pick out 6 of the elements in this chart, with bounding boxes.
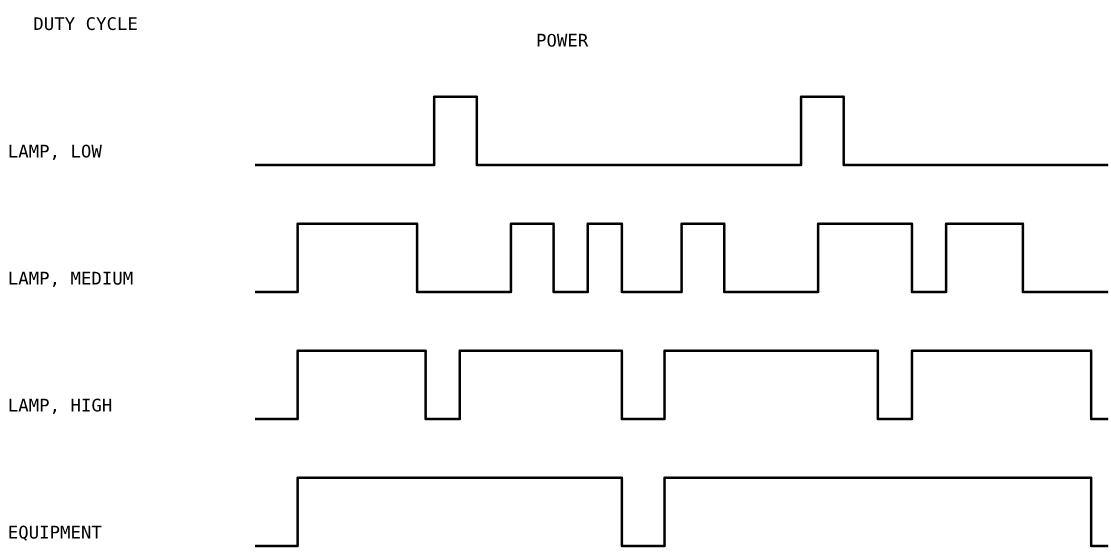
text: EQUIPMENT	[9, 525, 102, 541]
text: LAMP, MEDIUM	[9, 271, 133, 287]
text: DUTY CYCLE	[34, 17, 137, 31]
text: LAMP, LOW	[9, 144, 102, 160]
text: LAMP, HIGH	[9, 398, 112, 414]
chart-title: POWER	[537, 33, 589, 47]
